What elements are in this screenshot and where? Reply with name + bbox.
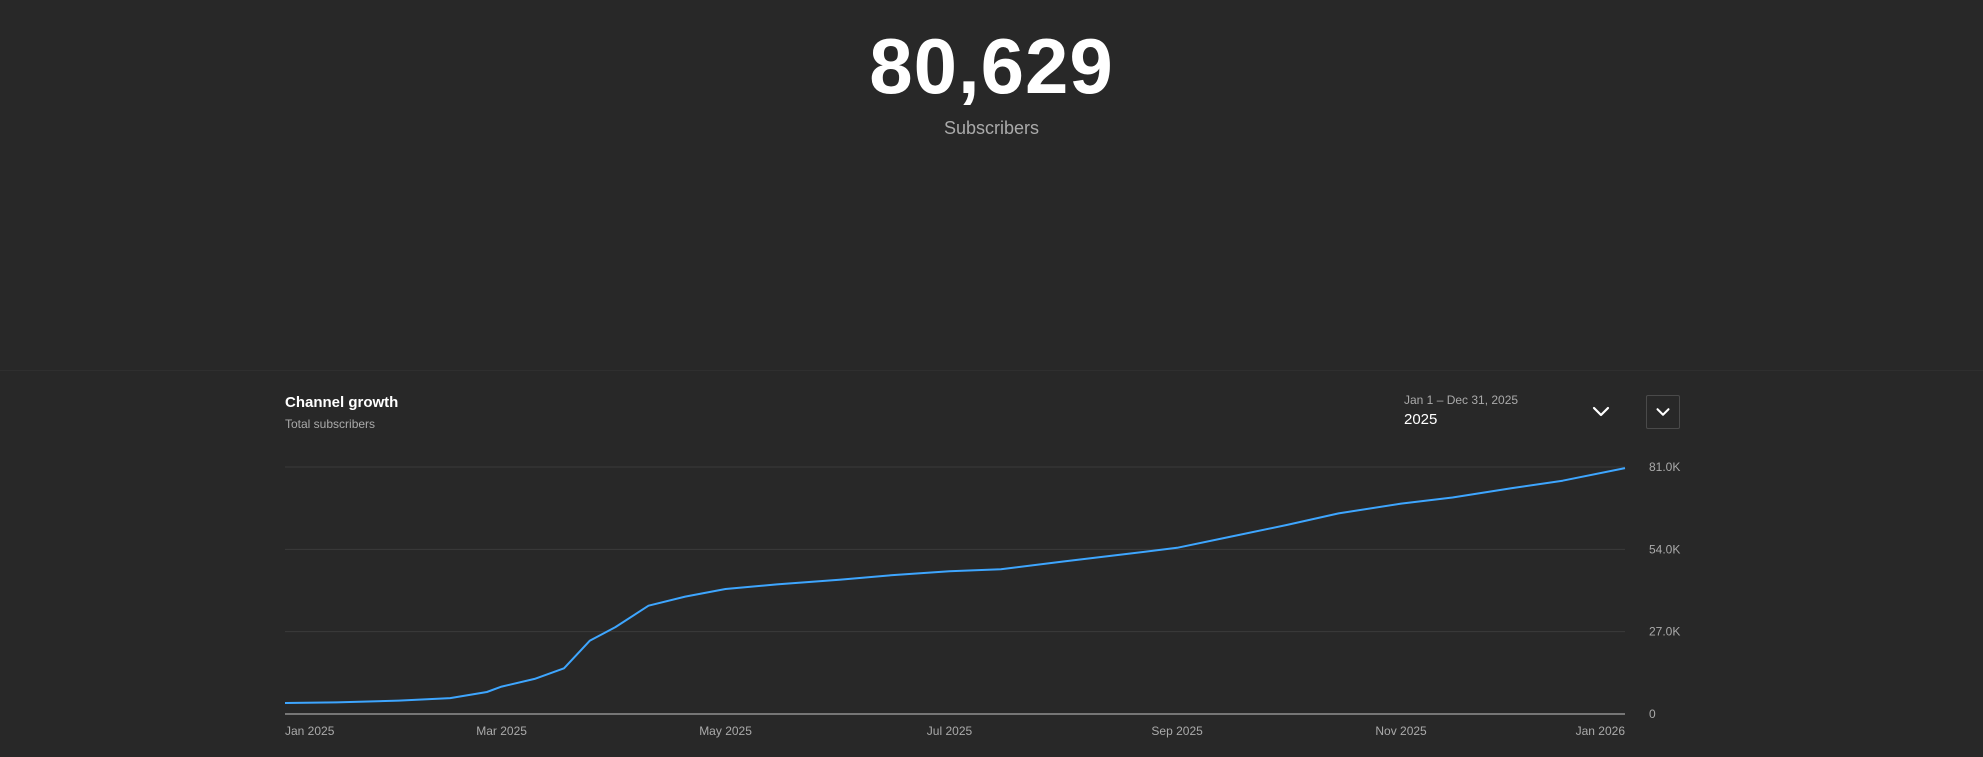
x-axis-ticks: Jan 2025 Mar 2025 May 2025 Jul 2025 Sep 2025… — [285, 724, 1625, 738]
y-tick-label: 0 — [1649, 707, 1656, 721]
x-tick-label: Nov 2025 — [1375, 724, 1427, 738]
chart-title: Channel growth — [285, 394, 399, 411]
series-line-total-subscribers — [284, 467, 1626, 704]
x-tick-label: Mar 2025 — [476, 724, 527, 738]
x-tick-label: Jul 2025 — [927, 724, 973, 738]
y-tick-label: 81.0K — [1649, 460, 1680, 474]
date-range-dates: Jan 1 – Dec 31, 2025 — [1404, 393, 1519, 407]
chart-gridlines — [285, 466, 1625, 715]
chart-subtitle: Total subscribers — [285, 417, 376, 431]
chevron-down-icon — [1656, 408, 1670, 416]
y-axis-ticks: 0 27.0K 54.0K 81.0K — [1649, 460, 1680, 721]
x-tick-label: May 2025 — [699, 724, 752, 738]
section-divider — [0, 370, 1983, 371]
x-tick-label: Jan 2026 — [1576, 724, 1626, 738]
subscriber-summary: 80,629 Subscribers — [0, 0, 1983, 370]
x-tick-label: Sep 2025 — [1151, 724, 1203, 738]
chevron-down-icon — [1592, 406, 1610, 417]
y-tick-label: 54.0K — [1649, 542, 1680, 556]
subscriber-count: 80,629 — [869, 22, 1114, 110]
subscriber-count-label: Subscribers — [943, 118, 1040, 138]
y-tick-label: 27.0K — [1649, 625, 1680, 639]
date-range-picker[interactable]: Jan 1 – Dec 31, 2025 2025 — [1395, 388, 1613, 436]
x-tick-label: Jan 2025 — [285, 724, 335, 738]
chart-options-button[interactable] — [1646, 395, 1680, 429]
date-range-label: 2025 — [1404, 411, 1438, 428]
